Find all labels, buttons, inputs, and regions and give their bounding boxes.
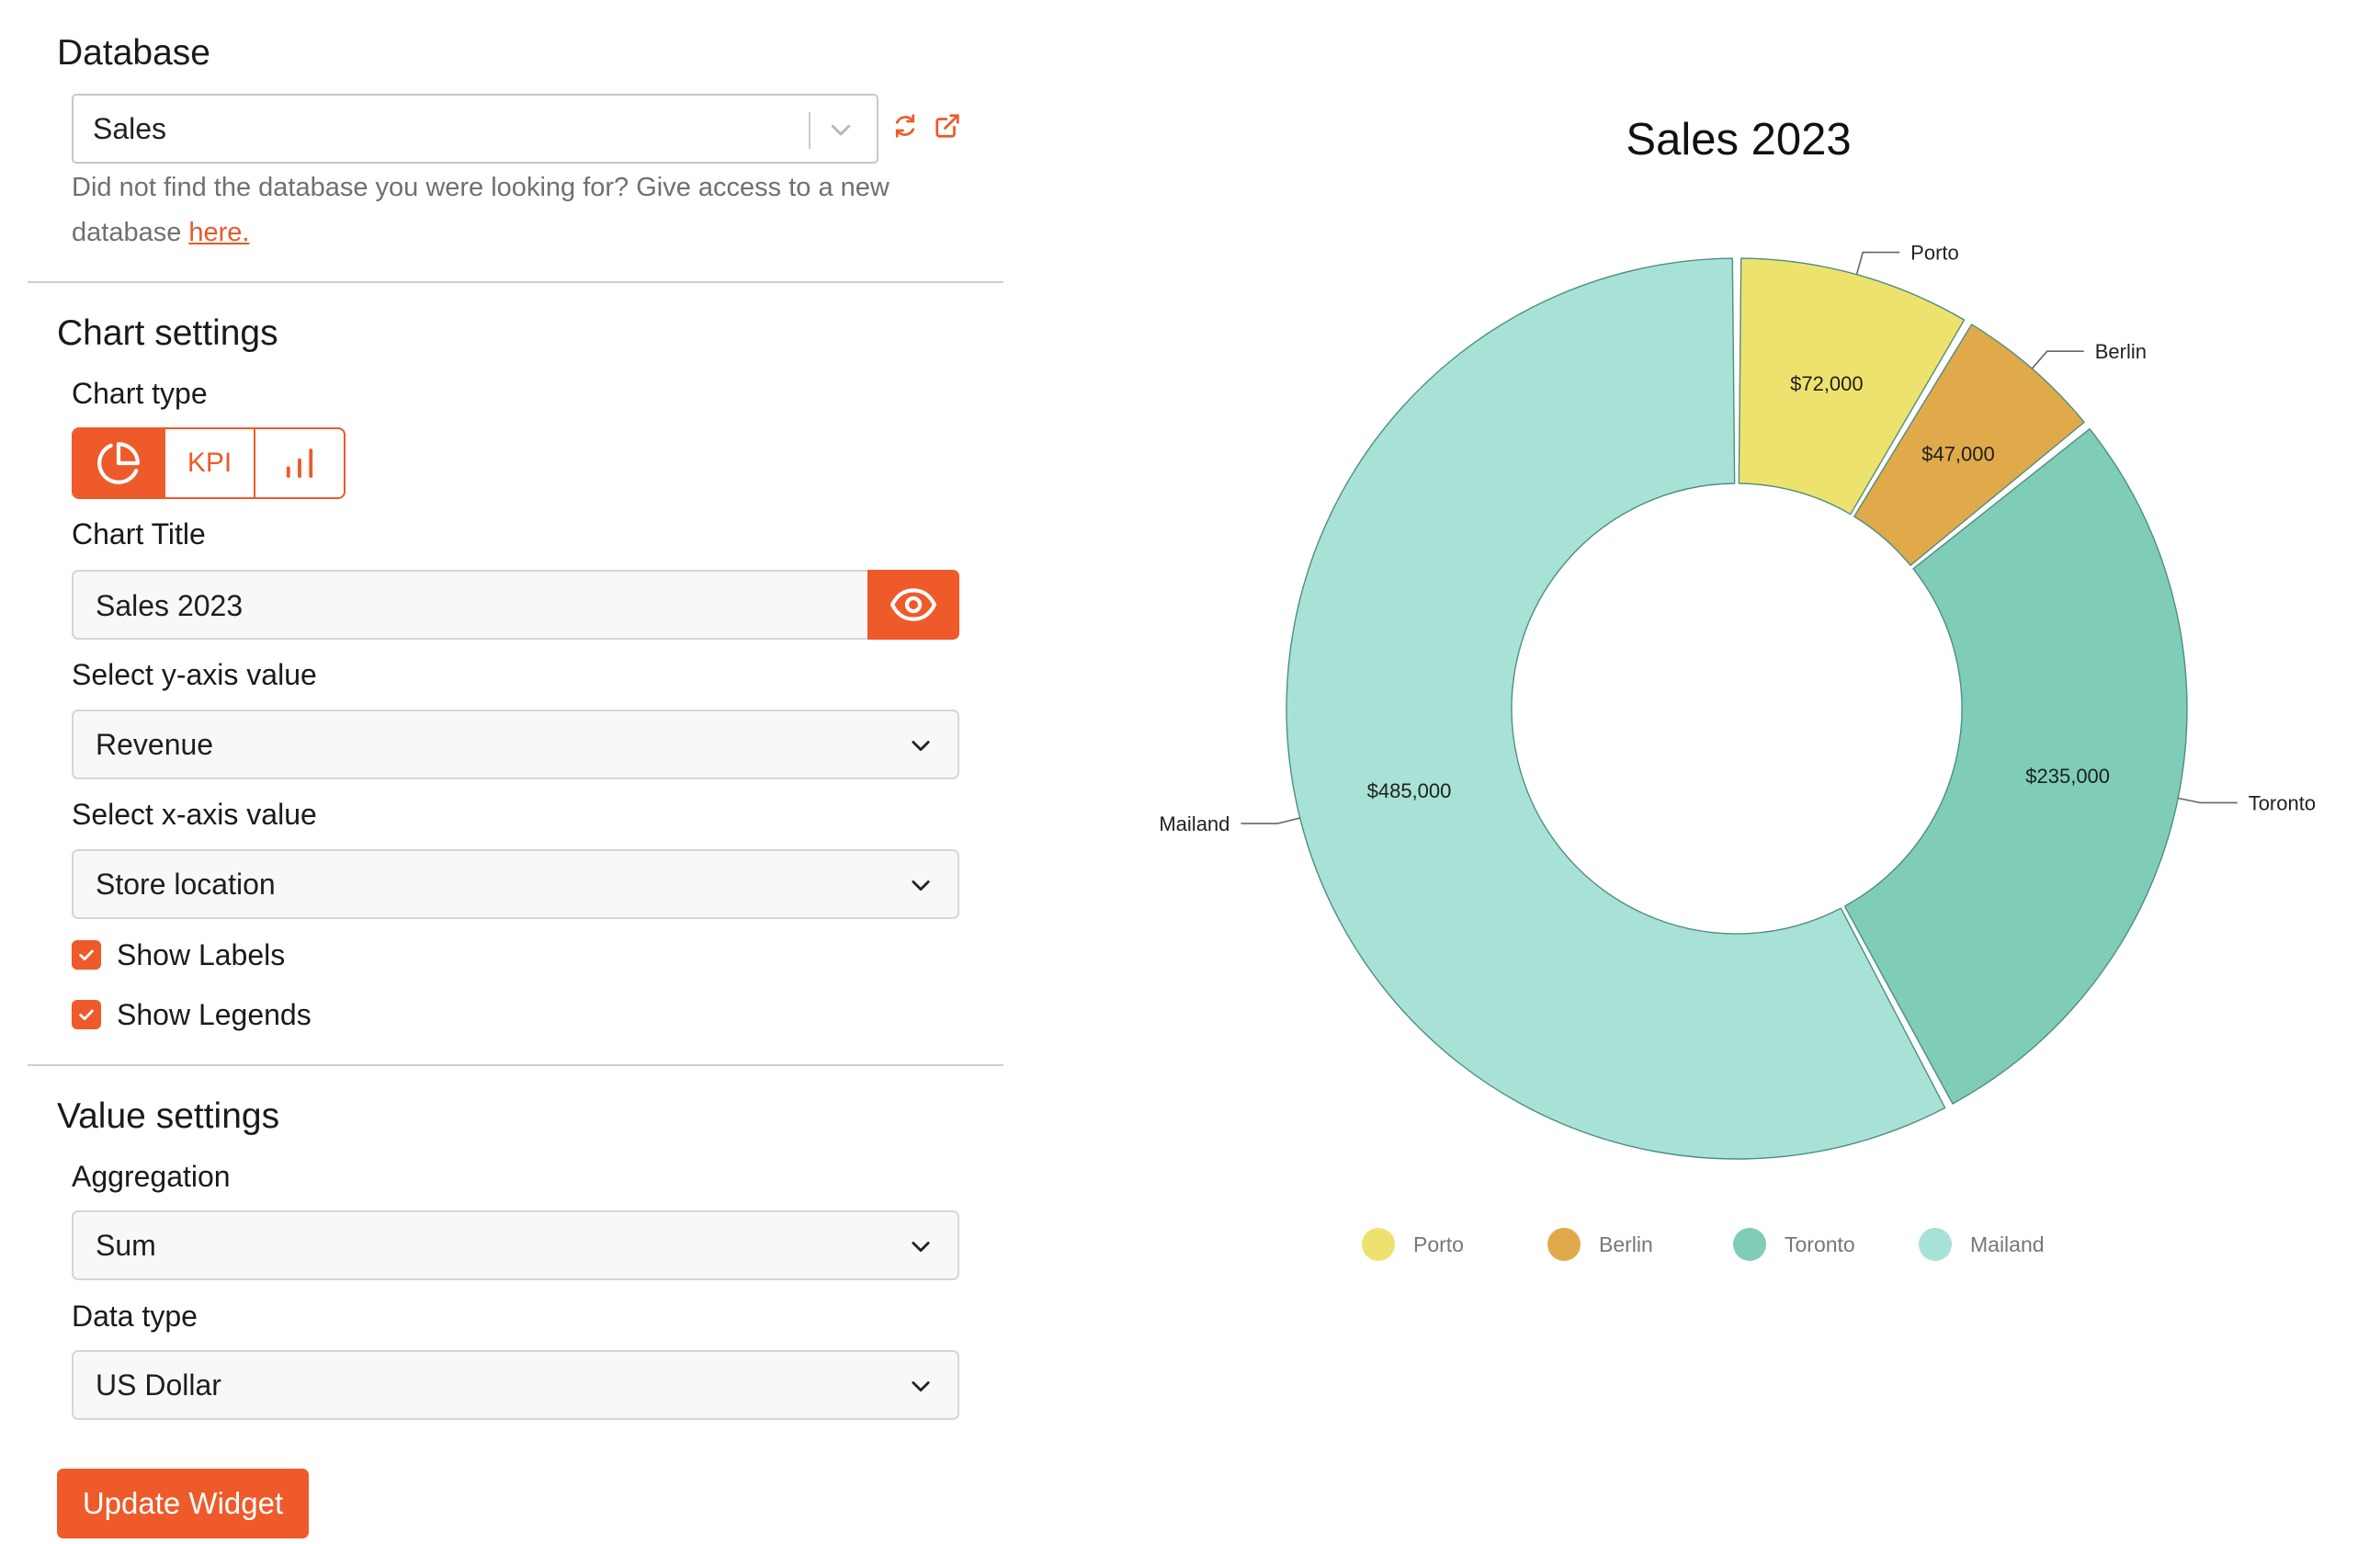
value-settings-heading: Value settings [57, 1096, 280, 1136]
bar-chart-icon [286, 448, 313, 478]
show-legends-checkbox[interactable] [72, 1000, 101, 1029]
aggregation-select[interactable]: Sum [72, 1210, 959, 1280]
y-axis-label: Select y-axis value [72, 658, 317, 691]
legend-label: Berlin [1599, 1232, 1653, 1256]
donut-chart: $72,000 Porto $47,000 Berlin $235,000 Toronto… [1159, 242, 2316, 1160]
show-labels-row[interactable]: Show Labels [72, 937, 285, 973]
chart-type-bar-button[interactable] [254, 429, 344, 497]
category-label-mailand: Mailand [1159, 812, 1230, 835]
data-type-label: Data type [72, 1300, 198, 1333]
database-heading: Database [57, 33, 210, 73]
chart-type-pie-button[interactable] [74, 429, 164, 497]
legend-label: Mailand [1970, 1232, 2045, 1256]
y-axis-select-value: Revenue [96, 728, 214, 761]
leader-line-mailand [1241, 817, 1300, 824]
donut-slice-berlin[interactable] [1853, 324, 2085, 566]
category-label-berlin: Berlin [2095, 340, 2147, 363]
show-legends-row[interactable]: Show Legends [72, 996, 312, 1033]
x-axis-select[interactable]: Store location [72, 849, 959, 919]
data-label-toronto: $235,000 [2025, 765, 2110, 788]
show-labels-label: Show Labels [117, 937, 286, 971]
legend-swatch [1919, 1228, 1952, 1261]
update-widget-button[interactable]: Update Widget [57, 1469, 309, 1538]
aggregation-label: Aggregation [72, 1160, 231, 1193]
legend-label: Porto [1413, 1232, 1464, 1256]
database-select-value: Sales [93, 112, 167, 145]
chevron-down-icon [912, 1242, 930, 1253]
donut-slice-mailand[interactable] [1286, 257, 1946, 1160]
chart-settings-heading: Chart settings [57, 313, 278, 353]
chart-title: Sales 2023 [1626, 115, 1852, 165]
leader-line-toronto [2178, 797, 2238, 804]
section-divider [28, 1064, 1003, 1066]
section-divider [28, 281, 1003, 283]
donut-slice-porto[interactable] [1738, 257, 1966, 516]
legend-item-porto[interactable]: Porto [1362, 1224, 1464, 1265]
eye-icon [890, 588, 936, 621]
chart-type-kpi-label: KPI [187, 448, 232, 478]
legend-swatch [1362, 1228, 1395, 1261]
external-link-icon[interactable] [934, 112, 961, 140]
chevron-down-icon [831, 124, 851, 136]
chart-type-selector: KPI [72, 427, 346, 499]
chevron-down-icon [912, 880, 930, 891]
y-axis-select[interactable]: Revenue [72, 710, 959, 779]
data-label-mailand: $485,000 [1367, 779, 1452, 802]
refresh-icon[interactable] [891, 112, 919, 140]
chart-type-kpi-button[interactable]: KPI [164, 429, 254, 497]
legend-label: Toronto [1785, 1232, 1855, 1256]
database-help-link[interactable]: here. [188, 218, 250, 247]
chart-title-label: Chart Title [72, 517, 206, 551]
select-separator [809, 112, 810, 149]
leader-line-berlin [2031, 350, 2084, 369]
category-label-porto: Porto [1910, 242, 1959, 265]
preview-toggle-button[interactable] [867, 570, 959, 640]
category-label-toronto: Toronto [2249, 791, 2316, 814]
legend-swatch [1733, 1228, 1766, 1261]
chevron-down-icon [912, 741, 930, 752]
settings-panel: Database Sales Did not find the database… [0, 0, 1011, 1544]
data-label-porto: $72,000 [1790, 372, 1864, 395]
check-icon [79, 949, 94, 960]
legend-item-toronto[interactable]: Toronto [1733, 1224, 1855, 1265]
database-help-text: Did not find the database you were looki… [72, 165, 899, 255]
legend-swatch [1547, 1228, 1581, 1261]
donut-slice-toronto[interactable] [1843, 428, 2188, 1105]
legend-item-mailand[interactable]: Mailand [1919, 1224, 2045, 1265]
data-label-berlin: $47,000 [1921, 443, 1995, 466]
leader-line-porto [1855, 251, 1900, 275]
check-icon [79, 1009, 94, 1020]
show-labels-checkbox[interactable] [72, 940, 101, 970]
data-type-select-value: US Dollar [96, 1368, 221, 1402]
show-legends-label: Show Legends [117, 997, 312, 1031]
chart-title-input[interactable] [96, 586, 831, 625]
chevron-down-icon [912, 1381, 930, 1392]
aggregation-select-value: Sum [96, 1229, 156, 1262]
pie-chart-icon [97, 442, 140, 484]
data-type-select[interactable]: US Dollar [72, 1350, 959, 1420]
database-select[interactable]: Sales [72, 94, 878, 164]
x-axis-select-value: Store location [96, 868, 276, 901]
chart-title-field [72, 570, 869, 640]
x-axis-label: Select x-axis value [72, 798, 317, 831]
chart-type-label: Chart type [72, 377, 208, 410]
legend-item-berlin[interactable]: Berlin [1547, 1224, 1653, 1265]
database-help-message: Did not find the database you were looki… [72, 173, 890, 247]
